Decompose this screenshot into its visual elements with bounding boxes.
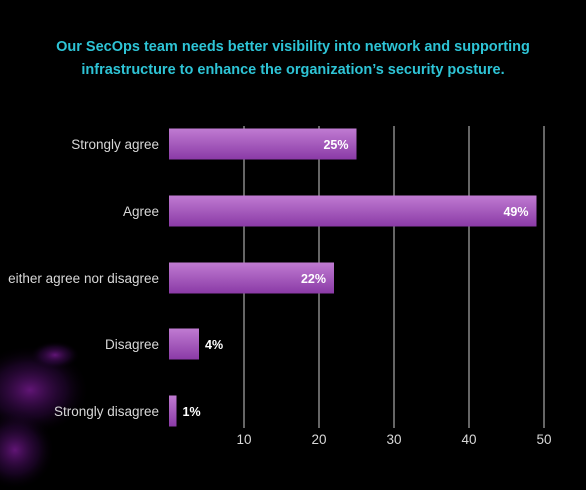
bars: [169, 128, 537, 427]
bar: [169, 328, 199, 360]
category-label: Strongly agree: [71, 137, 159, 152]
category-labels: Strongly agree Agree either agree nor disa…: [8, 137, 159, 419]
chart-title: Our SecOps team needs better visibility …: [0, 36, 586, 82]
tick-label: 30: [386, 432, 401, 447]
category-label: Disagree: [105, 337, 159, 352]
category-label: Strongly disagree: [54, 404, 159, 419]
category-label: either agree nor disagree: [8, 271, 159, 286]
tick-label: 40: [461, 432, 476, 447]
data-label: 4%: [205, 338, 223, 352]
tick-label: 20: [311, 432, 326, 447]
bar: [169, 262, 334, 294]
tick-label: 50: [536, 432, 551, 447]
data-label: 25%: [323, 138, 348, 152]
category-label: Agree: [123, 204, 159, 219]
bar: [169, 195, 537, 227]
tick-label: 10: [236, 432, 251, 447]
decorative-smoke: [0, 341, 90, 490]
data-label: 22%: [301, 272, 326, 286]
chart-title-line-1: Our SecOps team needs better visibility …: [56, 39, 530, 55]
data-label: 1%: [183, 405, 201, 419]
x-axis-ticks: 10 20 30 40 50: [236, 432, 551, 447]
data-labels: 25% 49% 22% 4% 1%: [183, 138, 529, 419]
data-label: 49%: [503, 205, 528, 219]
bar: [169, 395, 177, 427]
bar: [169, 128, 357, 160]
chart-title-line-2: infrastructure to enhance the organizati…: [81, 62, 505, 78]
